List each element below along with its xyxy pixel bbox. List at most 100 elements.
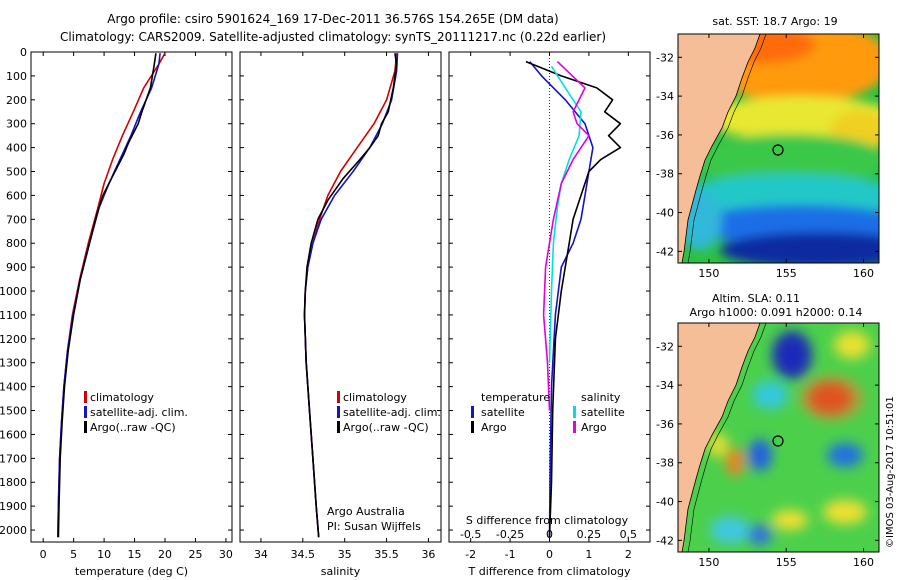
difference-panel: -2-1012T difference from climatology <box>449 52 650 578</box>
depth-tick-label: 100 <box>6 70 27 83</box>
legend-label-satellite: satellite-adj. clim. <box>343 406 441 419</box>
legend-swatch-t-satellite <box>471 406 474 418</box>
depth-tick-label: 1000 <box>0 285 27 298</box>
header-line-1: Argo profile: csiro 5901624_169 17-Dec-2… <box>107 12 558 26</box>
depth-tick-label: 1500 <box>0 405 27 418</box>
x-tick-label: 5 <box>70 548 77 561</box>
sla-map: 150155160-32-34-36-38-40-42 <box>656 323 879 569</box>
map-x-tick-label: 160 <box>853 556 874 569</box>
temperature-panel: 051015202530temperature (deg C) <box>31 52 233 578</box>
map-x-tick-label: 160 <box>853 267 874 280</box>
sla-blue-center <box>748 439 772 471</box>
s-tick-label: -0.25 <box>496 528 524 541</box>
map-y-tick-label: -40 <box>656 496 674 509</box>
watermark: ©IMOS 03-Aug-2017 10:51:01 <box>885 396 896 548</box>
map-x-tick-label: 155 <box>776 267 797 280</box>
depth-tick-label: 900 <box>6 261 27 274</box>
legend-label-argo: Argo(..raw -QC) <box>90 421 176 434</box>
depth-tick-label: 1700 <box>0 452 27 465</box>
depth-tick-label: 1300 <box>0 357 27 370</box>
x-tick-label: 34.5 <box>291 548 316 561</box>
plot-frame <box>240 52 441 542</box>
x-tick-label: -1 <box>505 548 516 561</box>
sla-yellow-northeast <box>834 331 870 359</box>
x-axis-label: salinity <box>321 565 361 578</box>
legend-label-argo: Argo(..raw -QC) <box>343 421 429 434</box>
legend-label-climatology: climatology <box>90 391 154 404</box>
depth-tick-label: 1900 <box>0 500 27 513</box>
x-axis-label: temperature (deg C) <box>75 565 188 578</box>
sla-yellow-southeast <box>823 500 867 524</box>
depth-tick-label: 600 <box>6 189 27 202</box>
legend-swatch-argo <box>84 421 87 433</box>
x-tick-label: 20 <box>158 548 172 561</box>
sla-orange-west <box>726 448 744 476</box>
depth-tick-label: 1800 <box>0 476 27 489</box>
legend-swatch-s-satellite <box>573 406 576 418</box>
map-y-tick-label: -38 <box>656 168 674 181</box>
depth-tick-label: 300 <box>6 118 27 131</box>
sla-blue-east <box>827 443 863 467</box>
legend-swatch-s-argo <box>573 421 576 433</box>
sla-map-title-1: Altim. SLA: 0.11 <box>712 292 800 305</box>
legend-swatch-argo <box>337 421 340 433</box>
argo-profile-figure: Argo profile: csiro 5901624_169 17-Dec-2… <box>0 0 900 580</box>
legend-swatch-satellite <box>84 406 87 418</box>
depth-tick-label: 1100 <box>0 309 27 322</box>
x-tick-label: -2 <box>465 548 476 561</box>
s-tick-label: 0.5 <box>620 528 638 541</box>
x-tick-label: 0 <box>546 548 553 561</box>
x-axis-label: T difference from climatology <box>468 565 631 578</box>
s-tick-label: -0.5 <box>460 528 481 541</box>
x-tick-label: 25 <box>188 548 202 561</box>
legend-label-t-satellite: satellite <box>481 406 525 419</box>
x-tick-label: 35 <box>338 548 352 561</box>
plot-frame <box>31 52 232 542</box>
map-x-tick-label: 155 <box>776 556 797 569</box>
map-y-tick-label: -36 <box>656 129 674 142</box>
sla-cyan-southwest <box>710 516 750 544</box>
sla-blue-south <box>748 525 772 545</box>
map-y-tick-label: -34 <box>656 379 674 392</box>
legend-label-s-argo: Argo <box>581 421 607 434</box>
sst-map: 150 155 160 -32 -34 -36 -38 -40 -42 <box>656 20 900 280</box>
depth-tick-label: 500 <box>6 166 27 179</box>
annotation-argo-australia: Argo Australia <box>327 505 405 518</box>
map-y-tick-label: -34 <box>656 90 674 103</box>
x-tick-label: 0 <box>40 548 47 561</box>
map-y-tick-label: -42 <box>656 534 674 547</box>
legend-swatch-climatology <box>84 391 87 403</box>
x-tick-label: 1 <box>585 548 592 561</box>
map-x-tick-label: 150 <box>698 267 719 280</box>
depth-tick-label: 2000 <box>0 524 27 537</box>
legend-label-climatology: climatology <box>343 391 407 404</box>
depth-tick-label: 1600 <box>0 428 27 441</box>
legend-label-t-argo: Argo <box>481 421 507 434</box>
map-y-tick-label: -36 <box>656 418 674 431</box>
sla-cyan-north <box>752 381 788 409</box>
s-tick-label: 0 <box>546 528 553 541</box>
legend-title-temperature: temperature <box>481 391 550 404</box>
depth-tick-label: 0 <box>20 46 27 59</box>
legend-label-s-satellite: satellite <box>581 406 625 419</box>
map-y-tick-label: -42 <box>656 245 674 258</box>
x-tick-label: 36 <box>421 548 435 561</box>
legend-title-salinity: salinity <box>581 391 621 404</box>
legend-swatch-climatology <box>337 391 340 403</box>
legend-swatch-satellite <box>337 406 340 418</box>
sla-map-title-2: Argo h1000: 0.091 h2000: 0.14 <box>690 306 863 319</box>
sla-yellow-south <box>772 510 808 530</box>
x-tick-label: 35.5 <box>374 548 399 561</box>
sla-dark-blue-eddy <box>772 331 812 379</box>
x-tick-label: 10 <box>97 548 111 561</box>
depth-tick-label: 1400 <box>0 381 27 394</box>
depth-tick-label: 800 <box>6 237 27 250</box>
legend-label-satellite: satellite-adj. clim. <box>90 406 188 419</box>
map-x-tick-label: 150 <box>698 556 719 569</box>
map-y-tick-label: -32 <box>656 51 674 64</box>
annotation-pi: PI: Susan Wijffels <box>327 520 421 533</box>
depth-tick-label: 1200 <box>0 333 27 346</box>
salinity-panel: 3434.53535.536salinity <box>240 52 441 578</box>
depth-axis: 0100200300400500600700800900100011001200… <box>0 46 27 537</box>
map-y-tick-label: -40 <box>656 207 674 220</box>
